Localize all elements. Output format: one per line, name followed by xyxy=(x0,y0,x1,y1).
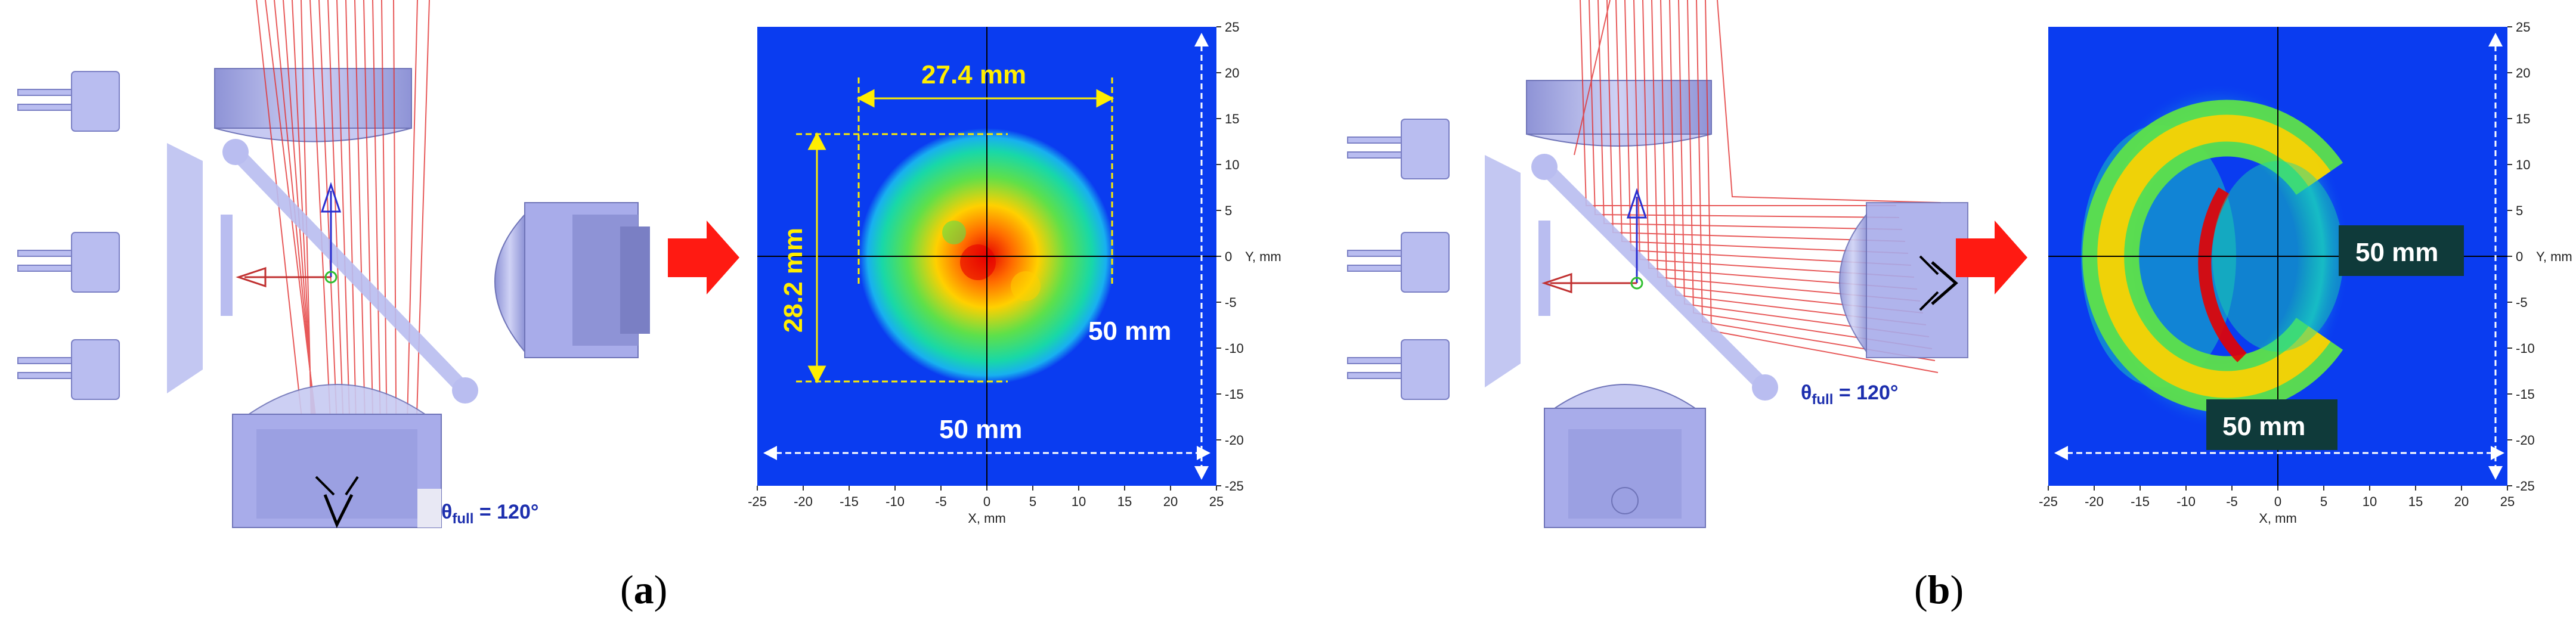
dim-height-label: 28.2 mm xyxy=(779,228,808,333)
x-tick-label: -15 xyxy=(2131,494,2150,509)
illuminance-map-b: 50 mm 50 mm xyxy=(2048,27,2507,486)
panel-a-drawing: θfull = 120° xyxy=(17,0,1281,529)
beam-splitter xyxy=(1531,154,1778,401)
dim-bottom-label: 50 mm xyxy=(2222,412,2305,441)
y-tick-label: -10 xyxy=(1225,341,1244,356)
x-tick-label: 0 xyxy=(2274,494,2281,509)
y-axis-title: Y, mm xyxy=(2536,249,2572,264)
y-tick-label: 25 xyxy=(1225,20,1239,35)
side-collimator xyxy=(494,202,650,358)
y-tick-label: -5 xyxy=(1225,295,1237,310)
led-emitter-2 xyxy=(1347,232,1450,293)
led-emitter-group xyxy=(1347,119,1450,400)
dim-side-box xyxy=(2339,225,2464,276)
y-tick-label: 0 xyxy=(2516,249,2523,264)
x-tick-label: 5 xyxy=(2320,494,2327,509)
x-tick-label: -20 xyxy=(2085,494,2104,509)
x-tick-label: -5 xyxy=(935,494,947,509)
panel-b: θfull = 120° 50 mm xyxy=(1288,0,2576,633)
panel-a: θfull = 120° xyxy=(17,0,1281,612)
panel-b-drawing: θfull = 120° 50 mm xyxy=(1347,0,2572,528)
dim-bottom-box xyxy=(2206,399,2337,450)
y-tick-label: 0 xyxy=(1225,249,1232,264)
coordinate-triad xyxy=(1541,188,1648,294)
x-tick-label: -5 xyxy=(2226,494,2238,509)
aperture-blade xyxy=(1485,155,1521,387)
x-tick-label: -25 xyxy=(748,494,767,509)
bottom-optic xyxy=(1544,384,1706,528)
y-tick-label: -5 xyxy=(2516,295,2528,310)
top-lens xyxy=(214,68,412,142)
y-tick-label: 15 xyxy=(2516,111,2530,126)
led-emitter-1 xyxy=(1347,119,1450,179)
theta-label-b: θfull = 120° xyxy=(1801,381,1898,408)
x-tick-label: 15 xyxy=(2408,494,2423,509)
x-tick-label: 25 xyxy=(1209,494,1224,509)
x-tick-label: 5 xyxy=(1029,494,1036,509)
x-tick-label: 25 xyxy=(2500,494,2515,509)
x-axis-title: X, mm xyxy=(2259,511,2297,526)
x-tick-label: -10 xyxy=(886,494,905,509)
dim-bottom-label: 50 mm xyxy=(939,415,1022,444)
y-axis-title: Y, mm xyxy=(1245,249,1281,264)
led-emitter-3 xyxy=(1347,339,1450,400)
x-tick-label: -10 xyxy=(2176,494,2196,509)
red-arrow xyxy=(1956,221,2027,294)
y-tick-label: 20 xyxy=(1225,66,1239,80)
x-tick-label: -20 xyxy=(794,494,813,509)
x-tick-label: -25 xyxy=(2039,494,2058,509)
caption-b: (b) xyxy=(1914,567,1964,612)
y-tick-label: -25 xyxy=(2516,479,2535,494)
x-tick-label: -15 xyxy=(840,494,859,509)
led-emitter-2 xyxy=(17,232,120,293)
y-tick-label: 10 xyxy=(1225,157,1239,172)
beam-splitter xyxy=(222,139,478,404)
y-tick-label: -15 xyxy=(1225,387,1244,402)
dim-width-label: 27.4 mm xyxy=(921,60,1026,89)
y-tick-label: 15 xyxy=(1225,111,1239,126)
x-tick-label: 0 xyxy=(983,494,990,509)
y-tick-label: -20 xyxy=(2516,433,2535,448)
x-tick-label: 10 xyxy=(2363,494,2377,509)
y-tick-label: -15 xyxy=(2516,387,2535,402)
led-emitter-1 xyxy=(17,71,120,132)
plot-axes-b: -25 -20 -15 -10 -5 0 5 10 15 20 25 25 20 15 10 5 0 -5 -10 -… xyxy=(2039,20,2572,526)
y-tick-label: -10 xyxy=(2516,341,2535,356)
aperture-slit xyxy=(221,215,233,316)
aperture-slit xyxy=(1538,221,1550,316)
y-tick-label: 5 xyxy=(1225,203,1232,218)
y-tick-label: 20 xyxy=(2516,66,2530,80)
coordinate-triad xyxy=(236,182,342,288)
dim-side-label: 50 mm xyxy=(1088,316,1171,346)
bottom-detector xyxy=(232,384,442,529)
x-tick-label: 10 xyxy=(1072,494,1086,509)
y-tick-label: -20 xyxy=(1225,433,1244,448)
x-tick-label: 20 xyxy=(1163,494,1178,509)
y-tick-label: 5 xyxy=(2516,203,2523,218)
y-tick-label: 25 xyxy=(2516,20,2530,35)
theta-label-a: θfull = 120° xyxy=(441,501,538,527)
aperture-blade xyxy=(167,143,203,393)
side-detector xyxy=(1839,202,1968,358)
led-emitter-group xyxy=(17,71,120,400)
plot-axes-a: -25 -20 -15 -10 -5 0 5 10 15 20 25 25 20 15 10 5 0 -5 -10 -… xyxy=(748,20,1281,526)
x-axis-title: X, mm xyxy=(968,511,1006,526)
led-emitter-3 xyxy=(17,339,120,400)
illuminance-map-a: 27.4 mm 28.2 mm 50 mm 50 mm xyxy=(757,27,1216,486)
y-tick-label: 10 xyxy=(2516,157,2530,172)
y-tick-label: -25 xyxy=(1225,479,1244,494)
dim-side-label: 50 mm xyxy=(2355,238,2438,267)
x-tick-label: 20 xyxy=(2454,494,2469,509)
red-arrow xyxy=(668,221,739,294)
x-tick-label: 15 xyxy=(1117,494,1132,509)
caption-a: (a) xyxy=(620,567,668,612)
